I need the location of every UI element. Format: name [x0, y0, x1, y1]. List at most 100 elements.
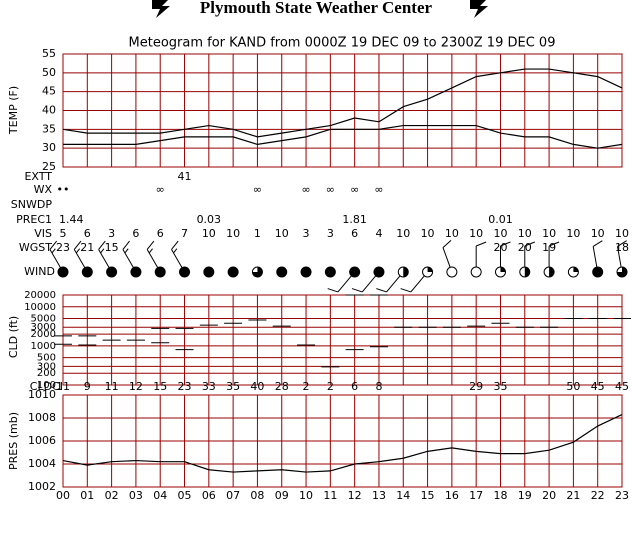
y-tick-label: 1008	[28, 411, 56, 424]
sky-cover	[179, 266, 191, 278]
row-label: VIS	[34, 227, 52, 240]
sky-cover-fill	[617, 267, 627, 277]
wind-staff	[171, 249, 183, 268]
wind-barb	[49, 240, 58, 250]
x-tick-label: 06	[202, 489, 216, 502]
row-value: 6	[157, 227, 164, 240]
wind-staff	[616, 246, 622, 268]
y-tick-label: 1002	[28, 480, 56, 493]
row-value: 10	[566, 227, 580, 240]
wind-staff	[386, 275, 401, 293]
row-label: WGST	[19, 241, 52, 254]
sky-cover-fill	[252, 267, 263, 277]
y-tick-label: 5000	[31, 314, 56, 325]
row-label: WX	[34, 183, 53, 196]
y-tick-label: 20000	[24, 290, 56, 301]
sky-cover-fill	[549, 267, 555, 277]
sky-cover	[106, 266, 118, 278]
sky-cover	[57, 266, 69, 278]
row-label: EXTT	[24, 170, 52, 183]
x-tick-label: 15	[421, 489, 435, 502]
wind-staff	[442, 247, 451, 268]
row-value: 21	[80, 241, 94, 254]
x-tick-label: 08	[250, 489, 264, 502]
y-tick-label: 2000	[31, 329, 56, 340]
bolt-icon	[470, 0, 488, 18]
sky-cover	[203, 266, 215, 278]
sky-cover-fill	[403, 267, 409, 277]
row-value: 10	[591, 227, 605, 240]
row-value: ∞	[156, 183, 165, 196]
row-value: 6	[132, 227, 139, 240]
row-value: 10	[542, 227, 556, 240]
wind-barb	[524, 241, 535, 247]
y-tick-label: 1004	[28, 457, 56, 470]
sky-cover	[276, 266, 288, 278]
row-value: 10	[396, 227, 410, 240]
row-value: 50	[566, 380, 580, 393]
wind-barb	[400, 288, 412, 293]
x-tick-label: 22	[591, 489, 605, 502]
row-value: 6	[351, 380, 358, 393]
sky-cover	[324, 266, 336, 278]
y-tick-label: 40	[42, 104, 56, 117]
row-value: 5	[60, 227, 67, 240]
sky-cover	[81, 266, 93, 278]
row-value: 12	[129, 380, 143, 393]
wind-barb	[73, 240, 82, 250]
row-value: 10	[493, 227, 507, 240]
y-tick-label: 1010	[28, 388, 56, 401]
x-tick-label: 23	[615, 489, 629, 502]
x-tick-label: 05	[178, 489, 192, 502]
row-value: 1.81	[342, 213, 367, 226]
wind-barb	[327, 288, 339, 293]
sky-cover	[130, 266, 142, 278]
row-value: 1.44	[59, 213, 84, 226]
wind-barb	[75, 248, 81, 254]
y-tick-label: 35	[42, 122, 56, 135]
y-tick-label: 3000	[31, 322, 56, 333]
wind-staff	[337, 275, 352, 293]
row-value: 11	[56, 380, 70, 393]
wind-staff	[146, 249, 159, 268]
x-tick-label: 12	[348, 489, 362, 502]
row-value: 10	[226, 227, 240, 240]
row-value: 0.01	[488, 213, 513, 226]
sky-cover-fill	[427, 267, 433, 272]
row-value: 15	[105, 241, 119, 254]
row-value: 0.03	[197, 213, 222, 226]
sky-cover-fill	[500, 267, 506, 272]
row-value: 2	[327, 380, 334, 393]
sky-cover	[349, 266, 361, 278]
x-tick-label: 14	[396, 489, 410, 502]
data-line	[62, 68, 623, 138]
row-value: 23	[56, 241, 70, 254]
data-line	[63, 124, 623, 149]
x-tick-label: 01	[80, 489, 94, 502]
wind-staff	[361, 275, 377, 293]
wind-barb	[98, 240, 106, 250]
row-value: 40	[250, 380, 264, 393]
sky-cover	[470, 266, 482, 278]
x-tick-label: 20	[542, 489, 556, 502]
row-label: WIND	[24, 265, 55, 278]
x-tick-label: 03	[129, 489, 143, 502]
row-value: 3	[303, 227, 310, 240]
row-value: 45	[615, 380, 629, 393]
wind-staff	[122, 249, 134, 268]
row-label: CLDCI	[30, 380, 63, 393]
chart-title: Meteogram for KAND from 0000Z 19 DEC 09 …	[129, 36, 556, 51]
wind-barb	[148, 248, 153, 254]
x-tick-label: 11	[323, 489, 337, 502]
wind-barb	[122, 240, 130, 250]
wind-barb	[442, 240, 452, 248]
x-tick-label: 19	[518, 489, 532, 502]
x-tick-label: 16	[445, 489, 459, 502]
header-box	[95, 0, 545, 18]
wind-staff	[592, 246, 598, 268]
row-value: 8	[375, 380, 382, 393]
row-value: ∞	[350, 183, 359, 196]
y-tick-label: 50	[42, 66, 56, 79]
y-tick-label: 100	[37, 380, 56, 391]
